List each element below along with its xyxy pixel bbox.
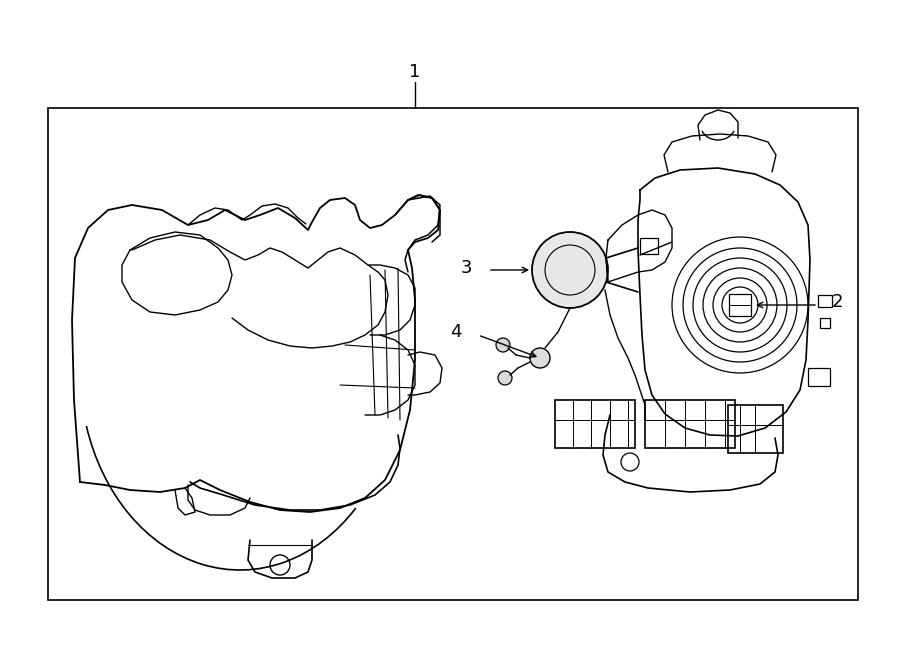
- Circle shape: [496, 338, 510, 352]
- Bar: [820, 318, 830, 328]
- Circle shape: [532, 232, 608, 308]
- Bar: [808, 368, 830, 386]
- Text: 1: 1: [410, 63, 420, 81]
- Bar: [555, 400, 635, 448]
- Bar: [818, 295, 832, 307]
- Circle shape: [530, 348, 550, 368]
- Text: 4: 4: [451, 323, 462, 341]
- Bar: [640, 238, 658, 254]
- Circle shape: [498, 371, 512, 385]
- Bar: [729, 294, 751, 316]
- Bar: [48, 108, 858, 600]
- Text: 2: 2: [832, 293, 843, 311]
- Text: 3: 3: [461, 259, 472, 277]
- Bar: [645, 400, 735, 448]
- Bar: [728, 405, 783, 453]
